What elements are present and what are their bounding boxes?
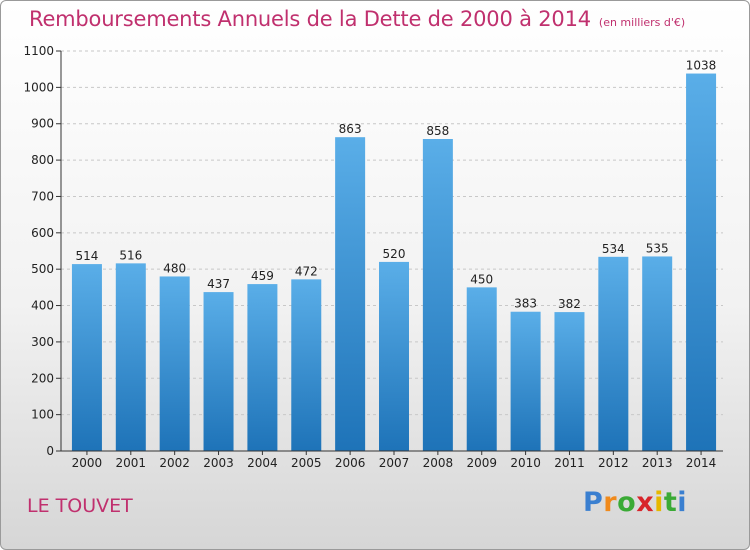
bars: 514 516 480 437 459 472 863 520 858 450 383 382 534 5… bbox=[71, 59, 717, 451]
logo-letter: P bbox=[583, 487, 604, 518]
x-tick-label-2009: 2009 bbox=[466, 456, 497, 470]
y-tick-label: 600 bbox=[31, 226, 54, 240]
logo-letter: x bbox=[636, 487, 655, 518]
bar-2001 bbox=[115, 263, 146, 451]
bar-2005 bbox=[291, 279, 322, 451]
value-label-2002: 480 bbox=[163, 261, 186, 275]
x-tick-label-2007: 2007 bbox=[379, 456, 410, 470]
bar-2012 bbox=[598, 256, 629, 451]
y-tick-label: 100 bbox=[31, 408, 54, 422]
x-tick-label-2013: 2013 bbox=[642, 456, 673, 470]
value-label-2008: 858 bbox=[426, 124, 449, 138]
bar-2008 bbox=[422, 139, 453, 451]
y-tick-label: 800 bbox=[31, 153, 54, 167]
y-axis-ticks: 0 100 200 300 400 500 600 700 800 900 1000 1100 bbox=[23, 44, 61, 458]
bar-2004 bbox=[247, 284, 278, 451]
y-tick-label: 700 bbox=[31, 189, 54, 203]
bar-2010 bbox=[510, 311, 541, 451]
x-tick-label-2014: 2014 bbox=[686, 456, 717, 470]
value-label-2014: 1038 bbox=[686, 59, 717, 73]
y-tick-label: 500 bbox=[31, 262, 54, 276]
value-label-2006: 863 bbox=[339, 122, 362, 136]
y-tick-label: 0 bbox=[46, 444, 54, 458]
value-label-2005: 472 bbox=[295, 264, 318, 278]
x-tick-label-2002: 2002 bbox=[159, 456, 190, 470]
x-tick-label-2005: 2005 bbox=[291, 456, 322, 470]
logo-letter: i bbox=[654, 487, 664, 518]
y-tick-label: 1000 bbox=[23, 80, 54, 94]
bar-2000 bbox=[71, 264, 102, 451]
bar-2013 bbox=[642, 256, 673, 451]
chart-title: Remboursements Annuels de la Dette de 20… bbox=[29, 7, 591, 31]
y-tick-label: 300 bbox=[31, 335, 54, 349]
x-tick-label-2011: 2011 bbox=[554, 456, 585, 470]
value-label-2004: 459 bbox=[251, 269, 274, 283]
chart-unit: (en milliers d'€) bbox=[598, 16, 686, 29]
value-label-2010: 383 bbox=[514, 297, 537, 311]
x-tick-label-2000: 2000 bbox=[72, 456, 103, 470]
value-label-2012: 534 bbox=[602, 242, 625, 256]
value-label-2013: 535 bbox=[646, 241, 669, 255]
bar-2007 bbox=[379, 261, 409, 451]
bar-2014 bbox=[686, 73, 717, 451]
x-tick-label-2010: 2010 bbox=[510, 456, 541, 470]
logo-letter: r bbox=[603, 487, 618, 518]
value-label-2009: 450 bbox=[470, 272, 493, 286]
x-tick-label-2008: 2008 bbox=[423, 456, 454, 470]
town-name: LE TOUVET bbox=[27, 495, 133, 517]
bar-2002 bbox=[159, 276, 190, 451]
logo-letter: i bbox=[677, 487, 688, 518]
proxiti-logo: Proxiti bbox=[583, 487, 687, 518]
value-label-2003: 437 bbox=[207, 277, 230, 291]
bar-2009 bbox=[466, 287, 497, 451]
x-tick-label-2001: 2001 bbox=[116, 456, 147, 470]
y-tick-label: 1100 bbox=[23, 44, 54, 58]
bar-2006 bbox=[335, 137, 366, 451]
value-label-2007: 520 bbox=[383, 247, 406, 261]
y-tick-label: 400 bbox=[31, 299, 54, 313]
bar-2011 bbox=[554, 312, 585, 451]
value-label-2000: 514 bbox=[75, 249, 98, 263]
title-row: Remboursements Annuels de la Dette de 20… bbox=[29, 7, 685, 31]
logo-letter: o bbox=[617, 487, 637, 518]
value-label-2001: 516 bbox=[119, 248, 142, 262]
bar-2003 bbox=[203, 292, 234, 451]
y-tick-label: 200 bbox=[31, 371, 54, 385]
x-tick-label-2012: 2012 bbox=[598, 456, 629, 470]
y-tick-label: 900 bbox=[31, 117, 54, 131]
x-axis-ticks: 2000 2001 2002 2003 2004 2005 2006 2007 2008 2009… bbox=[72, 451, 717, 470]
value-label-2011: 382 bbox=[558, 297, 581, 311]
x-tick-label-2003: 2003 bbox=[203, 456, 234, 470]
logo-letter: t bbox=[663, 487, 678, 518]
x-tick-label-2006: 2006 bbox=[335, 456, 366, 470]
x-tick-label-2004: 2004 bbox=[247, 456, 278, 470]
